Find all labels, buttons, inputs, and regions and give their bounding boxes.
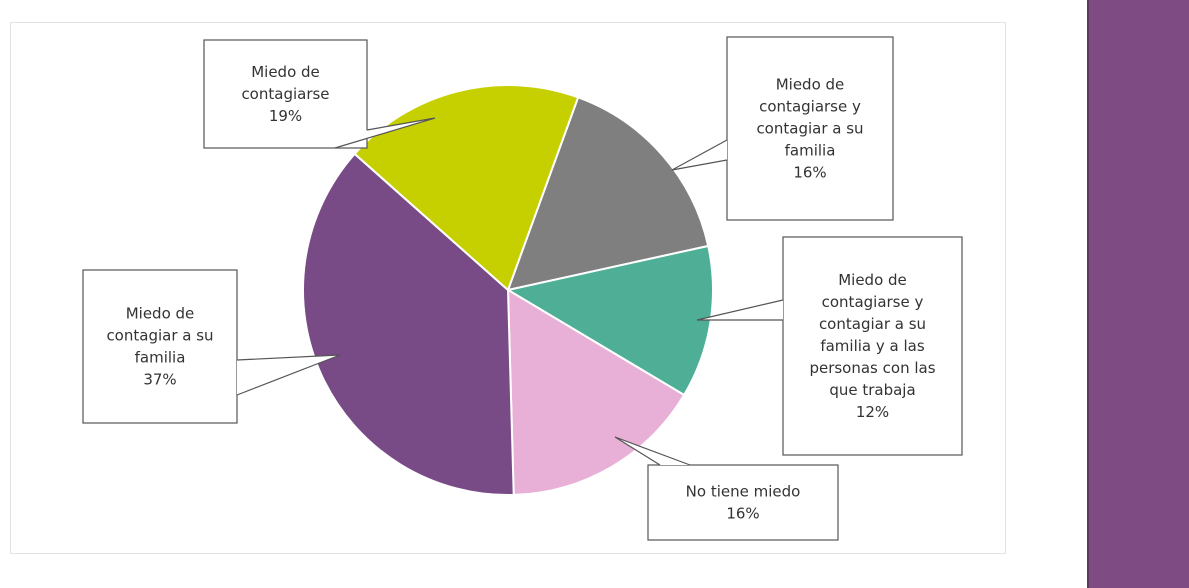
data-label: 37% <box>143 371 176 389</box>
label-callout <box>334 117 436 149</box>
label-box <box>782 236 963 456</box>
slice-label: Miedo de <box>251 63 320 81</box>
pie-slice <box>506 288 686 496</box>
data-label: 16% <box>793 164 826 182</box>
pie-chart: Miedo de contagiarse y contagiar a su famil… <box>82 36 963 541</box>
slice-label: personas con las <box>809 359 935 377</box>
slice-label: contagiar a su <box>756 120 863 138</box>
slice-label: contagiarse y <box>759 98 861 116</box>
slice-label: familia <box>785 142 836 160</box>
label-box <box>726 36 894 221</box>
label-box <box>203 39 368 149</box>
data-label: 12% <box>856 403 889 421</box>
slice-label: contagiar a su <box>106 327 213 345</box>
data-label: 19% <box>269 107 302 125</box>
slice-label: Miedo de <box>776 76 845 94</box>
slice-label: Miedo de <box>126 305 195 323</box>
chart-frame <box>10 22 1006 554</box>
label-callout <box>236 354 341 396</box>
slice-label: contagiarse <box>241 85 329 103</box>
slice-label: No tiene miedo <box>686 483 801 501</box>
label-callout <box>614 436 691 466</box>
slice-label: contagiarse y <box>822 293 924 311</box>
slice-label: que trabaja <box>829 381 915 399</box>
label-callout <box>696 299 784 321</box>
slice-label: contagiar a su <box>819 315 926 333</box>
label-box <box>82 269 238 424</box>
label-box <box>647 464 839 541</box>
data-label: 16% <box>726 505 759 523</box>
pie-slice <box>302 152 515 496</box>
pie-slice <box>506 96 710 292</box>
slice-label: familia <box>135 349 186 367</box>
side-panel <box>1087 0 1189 588</box>
label-callout <box>671 139 728 171</box>
slice-label: Miedo de <box>838 271 907 289</box>
slice-label: familia y a las <box>820 337 925 355</box>
pie-slice <box>505 244 714 397</box>
